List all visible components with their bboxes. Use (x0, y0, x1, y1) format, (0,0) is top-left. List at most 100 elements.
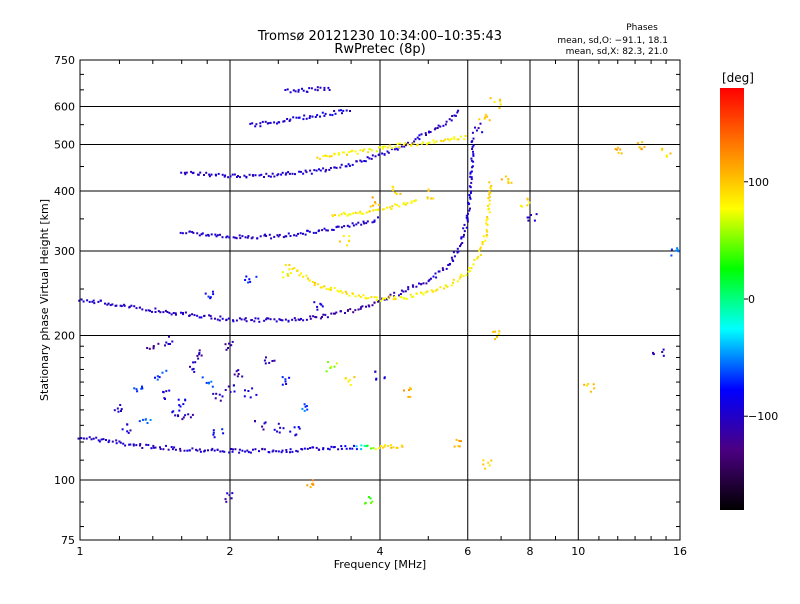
data-point (263, 422, 266, 425)
data-point (372, 447, 375, 450)
data-point (347, 380, 350, 383)
data-point (273, 428, 276, 431)
data-point (286, 273, 289, 275)
data-point (157, 342, 160, 345)
data-point (225, 500, 228, 503)
data-point (485, 222, 488, 225)
data-point (450, 256, 453, 259)
data-point (325, 229, 328, 232)
data-point (526, 198, 529, 201)
data-point (413, 200, 416, 203)
data-point (321, 316, 323, 318)
data-point (465, 226, 468, 229)
data-point (85, 437, 88, 440)
data-point (282, 276, 285, 279)
data-point (399, 293, 402, 295)
data-point (408, 389, 410, 392)
data-point (392, 186, 395, 189)
data-point (471, 131, 474, 134)
data-point (324, 154, 327, 157)
data-point (292, 89, 295, 92)
data-point (179, 231, 182, 234)
data-point (261, 447, 264, 450)
data-point (132, 443, 135, 446)
data-point (293, 267, 296, 269)
data-point (418, 138, 421, 141)
data-point (471, 140, 474, 143)
data-point (448, 263, 451, 266)
data-point (247, 281, 250, 284)
data-point (244, 279, 247, 281)
data-point (168, 311, 171, 314)
data-point (245, 275, 248, 278)
data-point (207, 382, 210, 385)
data-point (427, 141, 430, 144)
data-point (305, 117, 308, 120)
data-point (344, 212, 347, 215)
data-point (432, 139, 435, 142)
data-point (454, 114, 457, 117)
data-point (213, 449, 216, 452)
data-point (133, 305, 136, 308)
data-point (254, 420, 256, 423)
data-point (486, 216, 489, 219)
data-point (455, 438, 458, 441)
data-point (122, 442, 125, 445)
data-point (176, 414, 179, 417)
data-point (171, 340, 174, 343)
data-point (321, 229, 324, 232)
data-point (246, 449, 249, 452)
data-point (360, 444, 363, 447)
data-point (316, 156, 319, 159)
data-point (107, 441, 110, 444)
data-point (375, 150, 378, 153)
data-point (285, 451, 288, 453)
data-point (254, 125, 257, 128)
data-point (277, 450, 280, 453)
data-point (456, 251, 459, 254)
data-point (326, 229, 329, 232)
data-point (207, 234, 210, 237)
data-point (314, 88, 317, 91)
data-point (302, 319, 305, 322)
data-point (471, 148, 474, 150)
data-point (238, 234, 241, 237)
data-point (337, 290, 340, 293)
data-point (362, 212, 365, 215)
data-point (349, 110, 351, 112)
data-point (278, 431, 281, 434)
data-point (193, 370, 196, 373)
data-point (235, 237, 238, 240)
data-point (139, 443, 142, 446)
data-point (386, 206, 388, 209)
data-point (326, 316, 329, 319)
data-point (396, 143, 399, 145)
data-point (135, 307, 138, 310)
data-point (337, 153, 340, 156)
data-point (333, 153, 336, 156)
data-point (215, 174, 217, 177)
data-point (393, 296, 396, 298)
data-point (676, 248, 679, 251)
data-point (235, 370, 238, 373)
data-point (171, 448, 174, 451)
data-point (276, 234, 279, 237)
data-point (415, 292, 418, 295)
data-point (420, 133, 423, 136)
data-point (129, 429, 132, 432)
data-point (411, 284, 414, 287)
data-point (435, 276, 438, 279)
data-point (154, 311, 157, 313)
data-point (99, 299, 102, 302)
data-point (463, 138, 466, 141)
data-point (346, 153, 348, 156)
data-point (283, 120, 286, 123)
data-point (222, 432, 225, 435)
data-point (593, 387, 596, 390)
data-point (209, 315, 212, 317)
data-point (322, 448, 325, 451)
data-point (294, 90, 297, 93)
data-point (311, 482, 314, 485)
data-point (311, 479, 314, 482)
data-point (314, 116, 317, 118)
